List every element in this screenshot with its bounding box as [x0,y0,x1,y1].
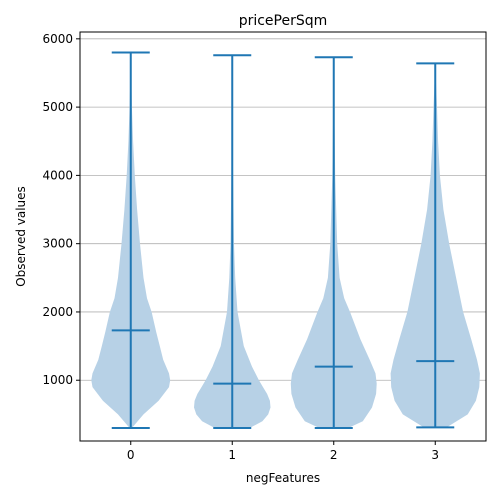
x-tick-label: 2 [330,448,338,462]
violin-0 [91,51,171,430]
y-tick-label: 4000 [42,168,73,182]
plot-frame [79,31,487,442]
violin-1 [194,54,271,430]
x-tick-label: 0 [127,448,135,462]
violin-2 [290,56,377,430]
y-tick-label: 3000 [42,237,73,251]
y-tick-label: 2000 [42,305,73,319]
chart-title: pricePerSqm [239,13,328,29]
y-tick-label: 1000 [42,373,73,387]
y-tick-label: 5000 [42,100,73,114]
y-tick-label: 6000 [42,32,73,46]
axis-ticks: 1000 2000 3000 4000 5000 6000 0 1 2 3 [42,32,439,462]
x-tick-label: 1 [228,448,236,462]
x-axis-label: negFeatures [246,471,320,485]
violins [91,51,480,430]
x-tick-label: 3 [431,448,439,462]
violin-3 [390,62,480,429]
y-axis-label: Observed values [14,186,28,287]
